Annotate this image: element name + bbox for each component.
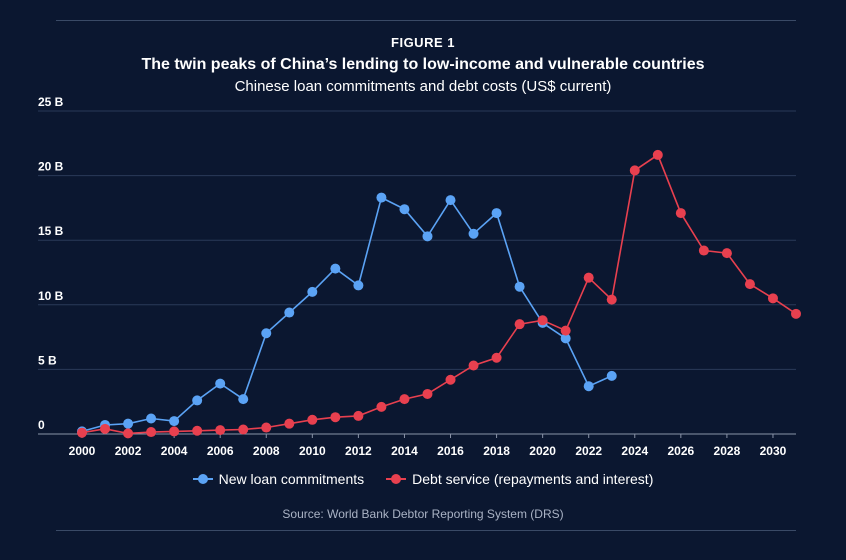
data-point[interactable] (698, 245, 709, 256)
data-point[interactable] (330, 412, 341, 423)
data-point[interactable] (606, 294, 617, 305)
data-point[interactable] (261, 422, 272, 433)
data-point[interactable] (560, 333, 571, 344)
data-point[interactable] (261, 328, 272, 339)
data-point[interactable] (399, 204, 410, 215)
y-tick-label: 0 (38, 418, 45, 432)
grid-lines (38, 110, 796, 435)
series-line (81, 153, 797, 435)
data-point[interactable] (606, 370, 617, 381)
data-point[interactable] (215, 425, 226, 436)
legend-marker-new-loans (192, 474, 213, 484)
data-point[interactable] (491, 208, 502, 219)
source-note: Source: World Bank Debtor Reporting Syst… (282, 507, 564, 521)
data-point[interactable] (583, 272, 594, 283)
x-tick-label: 2002 (115, 444, 142, 458)
y-axis-tick-labels: 0 5 B 10 B 15 B 20 B 25 B (38, 95, 64, 432)
series-line (81, 196, 613, 433)
legend-label-new-loans: New loan commitments (218, 471, 365, 487)
data-point[interactable] (146, 413, 157, 424)
legend-label-debt-service: Debt service (repayments and interest) (412, 471, 654, 487)
x-tick-label: 2022 (575, 444, 602, 458)
data-point[interactable] (629, 165, 640, 176)
legend: New loan commitments Debt service (repay… (0, 471, 846, 487)
data-point[interactable] (77, 427, 87, 438)
data-point[interactable] (353, 280, 364, 291)
data-point[interactable] (560, 325, 571, 336)
y-tick-label: 25 B (38, 95, 64, 109)
data-point[interactable] (330, 263, 341, 274)
legend-marker-debt-service (386, 474, 407, 484)
x-axis-tick-labels: 2000 2002 2004 2006 2008 2010 2012 2014 2016 2018… (69, 434, 787, 458)
top-divider (56, 20, 796, 21)
data-point[interactable] (192, 395, 203, 406)
data-point[interactable] (284, 418, 295, 429)
x-tick-label: 2026 (667, 444, 694, 458)
data-point[interactable] (537, 315, 548, 326)
data-point[interactable] (675, 208, 686, 219)
series-lines (77, 149, 801, 439)
data-point[interactable] (376, 192, 387, 203)
data-point[interactable] (445, 195, 456, 206)
x-tick-label: 2012 (345, 444, 372, 458)
data-point[interactable] (169, 426, 180, 437)
x-tick-label: 2016 (437, 444, 464, 458)
data-point[interactable] (307, 286, 318, 297)
chart-title: The twin peaks of China’s lending to low… (141, 56, 705, 73)
data-point[interactable] (468, 228, 479, 239)
x-tick-label: 2004 (161, 444, 188, 458)
y-tick-label: 10 B (38, 289, 64, 303)
data-point[interactable] (767, 293, 778, 304)
legend-item-new-loans[interactable]: New loan commitments (192, 471, 365, 487)
data-point[interactable] (744, 279, 755, 290)
x-tick-label: 2010 (299, 444, 326, 458)
series-new-loans (77, 192, 617, 437)
y-tick-label: 20 B (38, 160, 64, 174)
data-point[interactable] (307, 414, 318, 425)
series-debt-service (77, 149, 801, 439)
x-tick-label: 2030 (760, 444, 787, 458)
legend-item-debt-service[interactable]: Debt service (repayments and interest) (386, 471, 653, 487)
data-point[interactable] (123, 428, 134, 439)
x-tick-label: 2014 (391, 444, 418, 458)
y-tick-label: 5 B (38, 353, 57, 367)
data-point[interactable] (583, 381, 594, 392)
x-tick-label: 2020 (529, 444, 556, 458)
data-point[interactable] (123, 418, 134, 429)
data-point[interactable] (284, 307, 295, 318)
data-point[interactable] (376, 401, 387, 412)
data-point[interactable] (238, 394, 249, 405)
x-tick-label: 2024 (621, 444, 648, 458)
bottom-divider (56, 530, 796, 531)
figure-label: FIGURE 1 (391, 35, 455, 50)
data-point[interactable] (146, 427, 157, 438)
data-point[interactable] (100, 423, 111, 434)
data-point[interactable] (399, 394, 410, 405)
chart-subtitle: Chinese loan commitments and debt costs … (234, 78, 612, 95)
x-tick-label: 2008 (253, 444, 280, 458)
data-point[interactable] (721, 248, 732, 259)
data-point[interactable] (791, 308, 801, 319)
data-point[interactable] (238, 424, 249, 435)
data-point[interactable] (514, 281, 525, 292)
data-point[interactable] (192, 425, 203, 436)
data-point[interactable] (215, 378, 226, 389)
x-tick-label: 2018 (483, 444, 510, 458)
data-point[interactable] (491, 352, 502, 363)
x-tick-label: 2006 (207, 444, 234, 458)
data-point[interactable] (445, 374, 456, 385)
data-point[interactable] (169, 416, 180, 427)
data-point[interactable] (353, 410, 364, 421)
x-tick-label: 2000 (69, 444, 96, 458)
y-tick-label: 15 B (38, 224, 64, 238)
data-point[interactable] (468, 360, 479, 371)
x-tick-label: 2028 (714, 444, 741, 458)
chart-area: 05 B10 B15 B20 B25 B 2000 2002 2004 2006 200… (38, 95, 801, 458)
data-point[interactable] (422, 231, 433, 242)
data-point[interactable] (422, 388, 433, 399)
data-point[interactable] (514, 319, 525, 330)
data-point[interactable] (652, 149, 663, 160)
